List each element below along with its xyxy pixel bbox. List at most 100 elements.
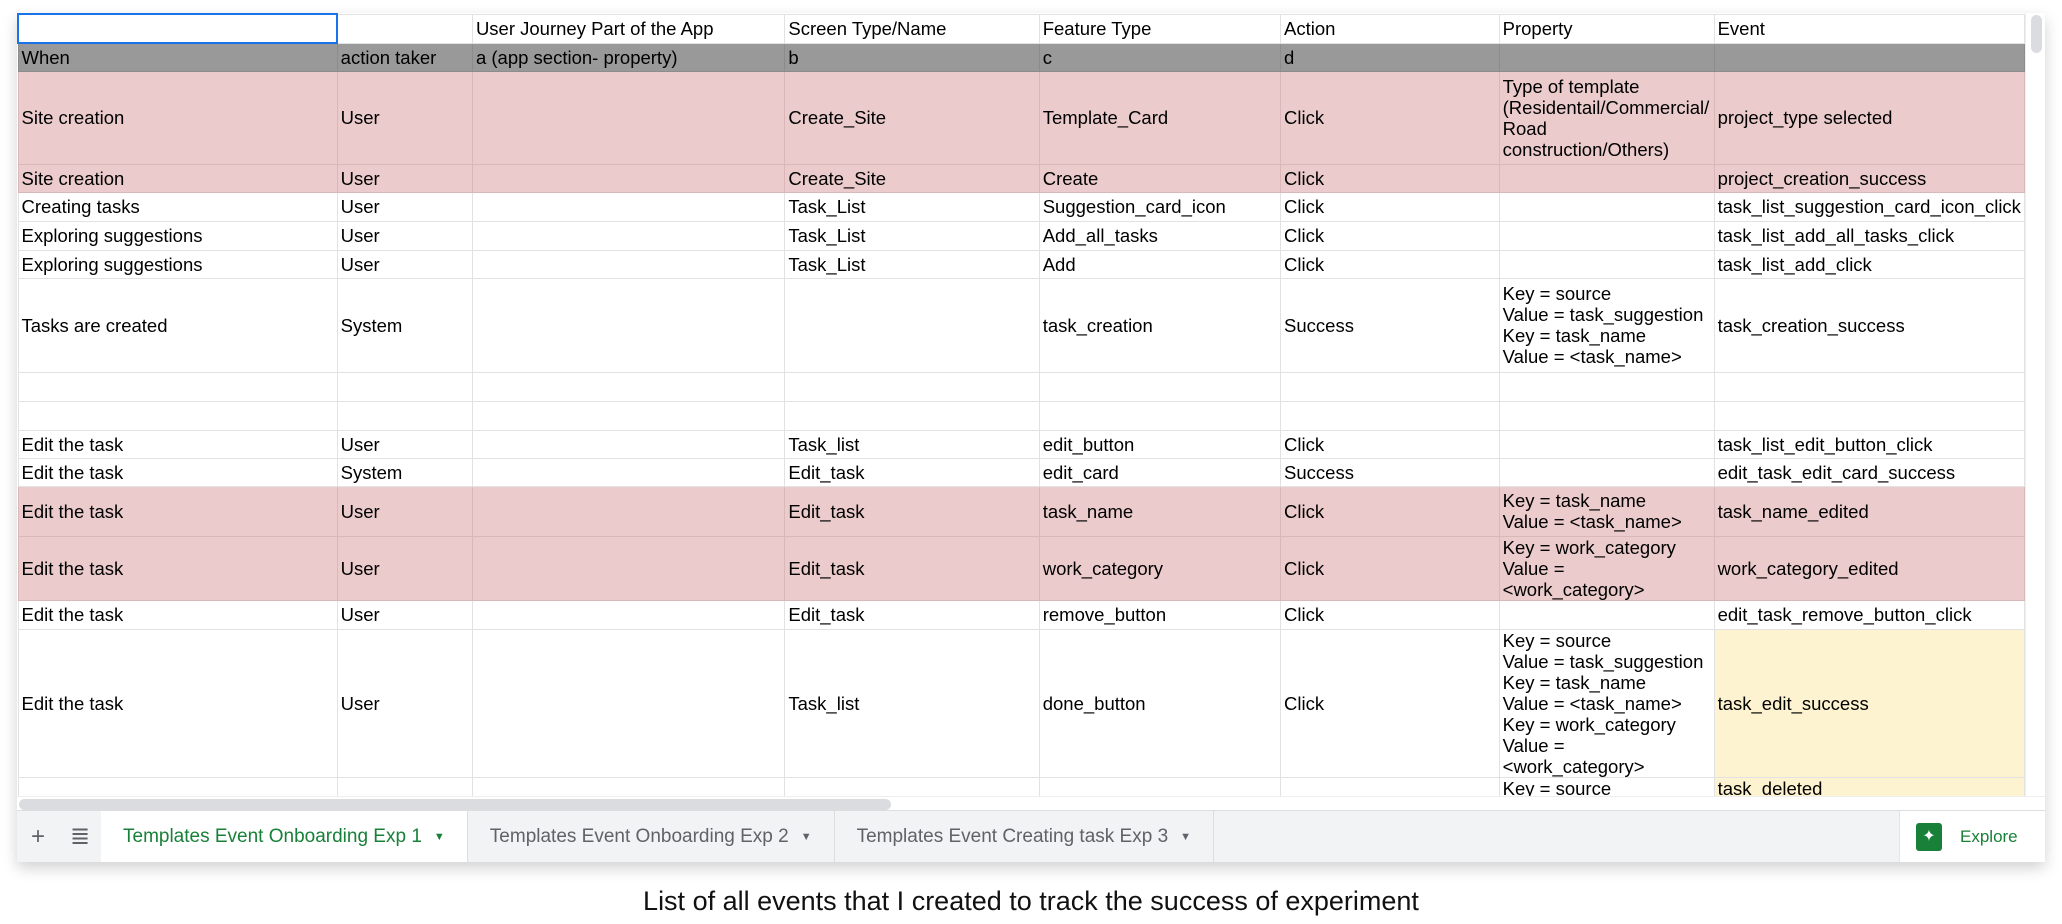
cell-action-taker[interactable] — [336, 776, 473, 796]
cell-user-journey[interactable] — [471, 457, 786, 487]
cell-feature-type[interactable] — [1038, 776, 1282, 796]
cell-feature-type[interactable]: c — [1038, 42, 1282, 72]
cell-property[interactable] — [1498, 457, 1715, 487]
cell-feature-type[interactable] — [1038, 371, 1282, 402]
cell-user-journey[interactable] — [471, 485, 786, 537]
horizontal-scrollbar[interactable] — [17, 796, 2045, 810]
cell-action[interactable]: Click — [1280, 163, 1500, 193]
cell-action[interactable]: Click — [1280, 599, 1500, 630]
cell-screen[interactable]: Screen Type/Name — [784, 13, 1040, 44]
cell-action-taker[interactable]: User — [336, 599, 473, 630]
cell-action[interactable]: Success — [1280, 277, 1500, 373]
cell-property[interactable] — [1498, 599, 1715, 630]
cell-event[interactable]: work_category_edited — [1713, 535, 2025, 601]
cell-when[interactable]: Edit the task — [17, 628, 338, 778]
cell-feature-type[interactable]: done_button — [1038, 628, 1282, 778]
cell-action[interactable]: Click — [1280, 220, 1500, 251]
cell-action[interactable]: Success — [1280, 457, 1500, 487]
cell-user-journey[interactable] — [471, 277, 786, 373]
cell-when[interactable]: Tasks are created — [17, 277, 338, 373]
cell-event[interactable]: Event — [1713, 13, 2025, 44]
cell-screen[interactable]: b — [784, 42, 1040, 72]
cell-action[interactable]: Action — [1280, 13, 1500, 44]
cell-feature-type[interactable]: task_creation — [1038, 277, 1282, 373]
cell-action[interactable]: Click — [1280, 191, 1500, 222]
cell-screen[interactable] — [784, 776, 1040, 796]
cell-event[interactable] — [1713, 42, 2025, 72]
cell-event[interactable]: task_edit_success — [1713, 628, 2025, 778]
cell-when[interactable]: When — [17, 42, 338, 72]
cell-action[interactable]: Click — [1280, 249, 1500, 279]
cell-property[interactable]: Key = task_name Value = <task_name> — [1498, 485, 1715, 537]
cell-screen[interactable]: Task_List — [784, 249, 1040, 279]
cell-screen[interactable]: Edit_task — [784, 485, 1040, 537]
cell-user-journey[interactable] — [471, 599, 786, 630]
cell-action-taker[interactable]: User — [336, 70, 473, 165]
cell-screen[interactable]: Task_list — [784, 628, 1040, 778]
cell-user-journey[interactable] — [471, 628, 786, 778]
cell-screen[interactable]: Create_Site — [784, 163, 1040, 193]
cell-action-taker[interactable]: User — [336, 429, 473, 459]
cell-property[interactable] — [1498, 220, 1715, 251]
cell-user-journey[interactable] — [471, 191, 786, 222]
cell-user-journey[interactable]: User Journey Part of the App — [471, 13, 786, 44]
cell-user-journey[interactable] — [471, 429, 786, 459]
cell-action-taker[interactable]: User — [336, 628, 473, 778]
cell-event[interactable] — [1713, 371, 2025, 402]
cell-screen[interactable] — [784, 371, 1040, 402]
sheet-tab-1[interactable]: Templates Event Onboarding Exp 1 ▼ — [101, 811, 468, 862]
cell-when[interactable] — [17, 371, 338, 402]
cell-screen[interactable] — [784, 277, 1040, 373]
cell-feature-type[interactable]: Add_all_tasks — [1038, 220, 1282, 251]
all-sheets-menu-icon[interactable]: ≣ — [69, 823, 91, 850]
cell-action-taker[interactable] — [336, 371, 473, 402]
cell-when[interactable]: Edit the task — [17, 599, 338, 630]
cell-event[interactable]: task_list_suggestion_card_icon_click — [1713, 191, 2025, 222]
vertical-scroll-thumb[interactable] — [2031, 15, 2042, 53]
cell-property[interactable] — [1498, 163, 1715, 193]
cell-action-taker[interactable]: User — [336, 163, 473, 193]
cell-action-taker[interactable]: System — [336, 277, 473, 373]
cell-when[interactable]: Edit the task — [17, 535, 338, 601]
cell-screen[interactable]: Task_List — [784, 191, 1040, 222]
cell-action[interactable] — [1280, 776, 1500, 796]
cell-property[interactable]: Key = source Value = task_suggestion Key… — [1498, 277, 1715, 373]
cell-feature-type[interactable]: edit_button — [1038, 429, 1282, 459]
cell-when[interactable]: Edit the task — [17, 457, 338, 487]
cell-action[interactable]: Click — [1280, 628, 1500, 778]
cell-event[interactable]: edit_task_edit_card_success — [1713, 457, 2025, 487]
cell-event[interactable]: project_type selected — [1713, 70, 2025, 165]
cell-feature-type[interactable]: Template_Card — [1038, 70, 1282, 165]
cell-action-taker[interactable]: action taker — [336, 42, 473, 72]
cell-screen[interactable]: Edit_task — [784, 599, 1040, 630]
cell-when[interactable]: Edit the task — [17, 429, 338, 459]
cell-user-journey[interactable] — [471, 70, 786, 165]
cell-feature-type[interactable]: Feature Type — [1038, 13, 1282, 44]
cell-event[interactable]: task_list_edit_button_click — [1713, 429, 2025, 459]
cell-event[interactable] — [1713, 400, 2025, 431]
cell-action[interactable] — [1280, 400, 1500, 431]
cell-action-taker[interactable]: User — [336, 249, 473, 279]
cell-user-journey[interactable] — [471, 776, 786, 796]
cell-when[interactable] — [17, 776, 338, 796]
cell-event[interactable]: task_name_edited — [1713, 485, 2025, 537]
cell-feature-type[interactable]: Suggestion_card_icon — [1038, 191, 1282, 222]
cell-action[interactable]: Click — [1280, 535, 1500, 601]
cell-property[interactable] — [1498, 191, 1715, 222]
cell-when[interactable]: Site creation — [17, 70, 338, 165]
cell-screen[interactable]: Task_list — [784, 429, 1040, 459]
cell-property[interactable]: Type of template (Residentail/Commercial… — [1498, 70, 1715, 165]
sheet-tab-3[interactable]: Templates Event Creating task Exp 3 ▼ — [835, 811, 1215, 862]
cell-action-taker[interactable]: User — [336, 535, 473, 601]
add-sheet-icon[interactable]: + — [30, 822, 45, 850]
cell-user-journey[interactable] — [471, 163, 786, 193]
cell-action[interactable]: d — [1280, 42, 1500, 72]
cell-when[interactable] — [17, 13, 339, 44]
cell-event[interactable]: edit_task_remove_button_click — [1713, 599, 2025, 630]
cell-action[interactable]: Click — [1280, 485, 1500, 537]
cell-event[interactable]: project_creation_success — [1713, 163, 2025, 193]
cell-event[interactable]: task_creation_success — [1713, 277, 2025, 373]
cell-when[interactable]: Site creation — [17, 163, 338, 193]
cell-when[interactable] — [17, 400, 338, 431]
cell-action[interactable] — [1280, 371, 1500, 402]
